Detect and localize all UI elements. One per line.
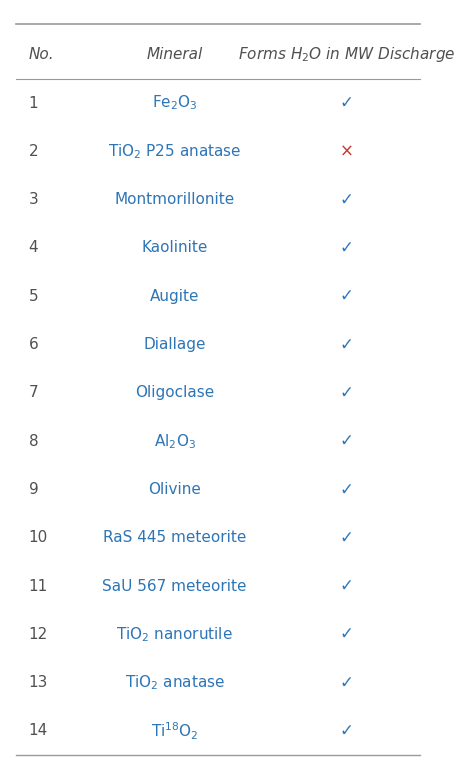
Text: ✓: ✓ [340,191,353,209]
Text: ✓: ✓ [340,480,353,499]
Text: TiO$_2$ anatase: TiO$_2$ anatase [125,673,225,692]
Text: ✓: ✓ [340,288,353,305]
Text: Kaolinite: Kaolinite [141,241,208,255]
Text: ✓: ✓ [340,94,353,112]
Text: TiO$_2$ P25 anatase: TiO$_2$ P25 anatase [108,142,242,161]
Text: Fe$_2$O$_3$: Fe$_2$O$_3$ [152,94,197,113]
Text: 4: 4 [29,241,38,255]
Text: ✓: ✓ [340,722,353,740]
Text: 7: 7 [29,385,38,400]
Text: Ti$^{18}$O$_2$: Ti$^{18}$O$_2$ [151,720,198,742]
Text: 1: 1 [29,96,38,110]
Text: ✓: ✓ [340,528,353,547]
Text: 8: 8 [29,433,38,449]
Text: Forms H$_2$O in MW Discharge: Forms H$_2$O in MW Discharge [238,45,455,64]
Text: 2: 2 [29,144,38,159]
Text: 12: 12 [29,627,48,642]
Text: No.: No. [29,47,54,62]
Text: 13: 13 [29,675,48,690]
Text: 10: 10 [29,530,48,545]
Text: ✓: ✓ [340,625,353,644]
Text: 5: 5 [29,288,38,304]
Text: Mineral: Mineral [146,47,203,62]
Text: Oligoclase: Oligoclase [135,385,214,400]
Text: 3: 3 [29,193,38,207]
Text: Olivine: Olivine [148,482,201,497]
Text: Montmorillonite: Montmorillonite [114,193,235,207]
Text: ✓: ✓ [340,673,353,692]
Text: ✓: ✓ [340,432,353,450]
Text: 9: 9 [29,482,38,497]
Text: 6: 6 [29,337,38,352]
Text: Al$_2$O$_3$: Al$_2$O$_3$ [154,432,196,450]
Text: 11: 11 [29,578,48,594]
Text: 14: 14 [29,723,48,739]
Text: ✓: ✓ [340,577,353,595]
Text: RaS 445 meteorite: RaS 445 meteorite [103,530,246,545]
Text: Augite: Augite [150,288,199,304]
Text: ×: × [340,143,353,160]
Text: ✓: ✓ [340,239,353,257]
Text: SaU 567 meteorite: SaU 567 meteorite [102,578,247,594]
Text: Diallage: Diallage [143,337,206,352]
Text: TiO$_2$ nanorutile: TiO$_2$ nanorutile [116,625,233,644]
Text: ✓: ✓ [340,384,353,402]
Text: ✓: ✓ [340,335,353,354]
